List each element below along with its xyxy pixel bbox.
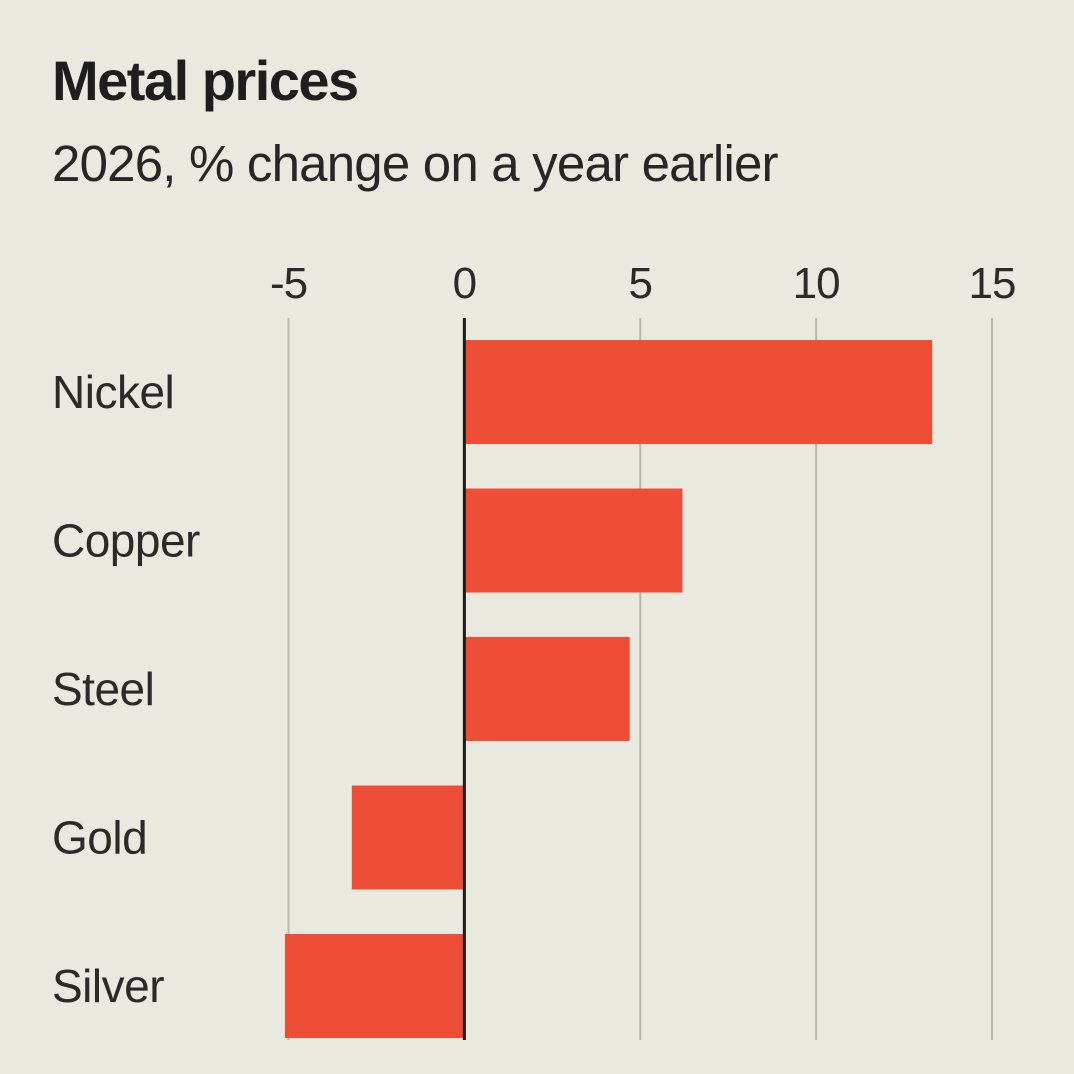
bar-silver — [284, 934, 465, 1038]
x-tick-label: 15 — [969, 259, 1016, 308]
category-label: Gold — [52, 812, 147, 864]
x-tick-label: -5 — [270, 259, 307, 308]
category-label: Silver — [52, 960, 164, 1012]
bar-gold — [351, 785, 465, 890]
x-tick-label: 0 — [453, 259, 476, 308]
bar-steel — [464, 637, 630, 741]
chart-subtitle: 2026, % change on a year earlier — [52, 135, 779, 192]
category-label: Copper — [52, 515, 200, 567]
bar-nickel — [464, 340, 933, 444]
x-tick-label: 5 — [629, 259, 652, 308]
category-label: Nickel — [52, 366, 174, 418]
chart-title: Metal prices — [52, 49, 359, 112]
x-tick-label: 10 — [793, 259, 840, 308]
category-label: Steel — [52, 663, 154, 715]
bar-copper — [464, 488, 683, 593]
